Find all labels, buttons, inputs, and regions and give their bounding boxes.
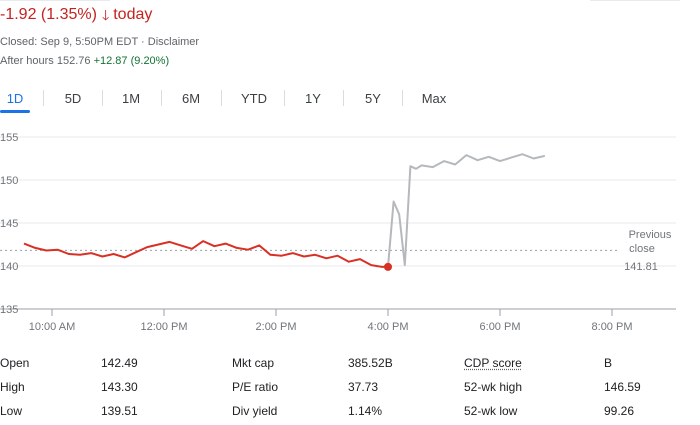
stat-value-div-yield: 1.14% xyxy=(348,404,383,418)
y-tick-label: 135 xyxy=(0,304,18,316)
stat-label-high: High xyxy=(0,380,25,394)
top-divider xyxy=(0,0,110,1)
price-change: -1.92 (1.35%) 🡓 today xyxy=(0,4,152,26)
price-change-value: -1.92 (1.35%) xyxy=(0,6,97,23)
previous-close-value: 141.81 xyxy=(624,261,658,273)
x-tick-label: 10:00 AM xyxy=(29,321,75,333)
stat-label-div-yield: Div yield xyxy=(232,404,278,418)
stat-value-cdp-score: B xyxy=(604,356,613,370)
tab-5y[interactable]: 5Y xyxy=(365,90,381,106)
tab-separator xyxy=(284,90,285,106)
stat-value-high: 143.30 xyxy=(101,380,138,394)
stat-label-52wk-low: 52-wk low xyxy=(464,404,518,418)
tab-separator xyxy=(102,90,103,106)
price-chart[interactable]: 155 150 145 140 135 10:00 AM 12:00 PM 2:… xyxy=(0,120,700,340)
stat-label-cdp-score[interactable]: CDP score xyxy=(464,356,522,370)
tab-1m[interactable]: 1M xyxy=(121,90,141,106)
stat-value-low: 139.51 xyxy=(101,404,138,418)
y-tick-label: 150 xyxy=(0,175,18,187)
after-hours-label: After hours xyxy=(0,55,54,67)
top-divider-right xyxy=(590,0,680,1)
stat-value-52wk-high: 146.59 xyxy=(604,380,641,394)
stat-value-mkt-cap: 385.52B xyxy=(348,356,393,370)
previous-close-label: close xyxy=(629,243,655,255)
close-point-marker xyxy=(384,262,392,271)
tab-1y[interactable]: 1Y xyxy=(305,90,321,106)
tab-separator xyxy=(161,90,162,106)
price-change-period: today xyxy=(113,6,153,23)
tab-ytd[interactable]: YTD xyxy=(241,90,267,106)
active-tab-indicator xyxy=(0,110,30,113)
after-hours-change: +12.87 (9.20%) xyxy=(93,55,170,67)
previous-close-label: Previous xyxy=(629,229,672,241)
y-tick-label: 145 xyxy=(0,218,18,230)
range-tabs: 1D 5D 1M 6M YTD 1Y 5Y Max xyxy=(0,84,700,113)
price-line-after-hours xyxy=(387,153,546,267)
stat-label-mkt-cap: Mkt cap xyxy=(232,356,275,370)
x-tick-label: 4:00 PM xyxy=(368,321,409,333)
x-tick-label: 2:00 PM xyxy=(256,321,297,333)
price-line-regular-session xyxy=(23,240,388,268)
tab-separator xyxy=(221,90,222,106)
stat-label-pe-ratio: P/E ratio xyxy=(232,380,279,394)
key-stats: Open 142.49 High 143.30 Low 139.51 Mkt c… xyxy=(0,352,700,422)
tab-separator xyxy=(343,90,344,106)
tab-5d[interactable]: 5D xyxy=(64,90,82,106)
after-hours-price: 152.76 xyxy=(56,55,91,67)
tab-max[interactable]: Max xyxy=(421,90,447,106)
down-arrow-icon: 🡓 xyxy=(101,7,110,23)
stat-value-52wk-low: 99.26 xyxy=(604,404,635,418)
x-tick-label: 12:00 PM xyxy=(140,321,187,333)
stat-label-52wk-high: 52-wk high xyxy=(464,380,523,394)
tab-separator xyxy=(43,90,44,106)
x-tick-label: 8:00 PM xyxy=(592,321,633,333)
stat-value-open: 142.49 xyxy=(101,356,138,370)
after-hours-info: After hours 152.76 +12.87 (9.20%) xyxy=(0,55,169,67)
tab-separator xyxy=(402,90,403,106)
market-status: Closed: Sep 9, 5:50PM EDT · Disclaimer xyxy=(0,36,200,48)
x-tick-label: 6:00 PM xyxy=(480,321,521,333)
y-tick-label: 140 xyxy=(0,261,18,273)
y-tick-label: 155 xyxy=(0,132,18,144)
stat-label-low: Low xyxy=(0,404,23,418)
tab-6m[interactable]: 6M xyxy=(181,90,201,106)
stat-label-open: Open xyxy=(0,356,30,370)
tab-1d[interactable]: 1D xyxy=(6,90,24,106)
stat-value-pe-ratio: 37.73 xyxy=(348,380,379,394)
